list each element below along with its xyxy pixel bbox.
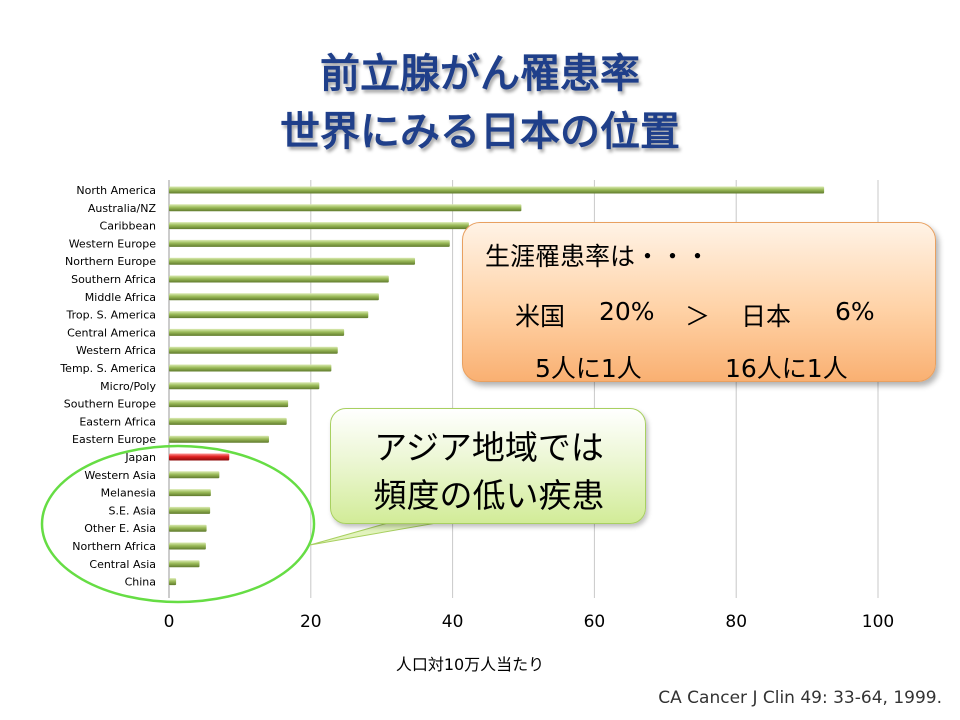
bar	[169, 364, 332, 372]
category-label: Trop. S. America	[66, 309, 156, 322]
asia-callout-line1: アジア地域では	[374, 428, 604, 467]
bar	[169, 524, 207, 532]
category-label: Northern Europe	[65, 255, 156, 268]
bar	[169, 257, 416, 265]
bar	[169, 204, 522, 212]
bar	[169, 239, 450, 247]
chart-title-line2: 世界にみる日本の位置	[280, 109, 680, 155]
x-tick-label: 40	[442, 612, 464, 632]
chart-title-line1: 前立腺がん罹患率	[320, 51, 640, 97]
bar	[169, 400, 289, 408]
bar	[169, 489, 211, 497]
category-label: Caribbean	[100, 220, 156, 233]
jp-label: 日本	[741, 302, 792, 331]
compare-symbol: ＞	[685, 302, 711, 331]
category-label: Melanesia	[101, 487, 156, 500]
x-axis-label: 人口対10万人当たり	[395, 655, 545, 674]
x-tick-label: 0	[164, 612, 175, 632]
bar	[169, 382, 320, 390]
category-label: Central Asia	[89, 558, 156, 571]
category-label: Japan	[124, 451, 156, 464]
x-tick-label: 80	[725, 612, 747, 632]
category-label: Micro/Poly	[100, 380, 156, 393]
category-label: Eastern Africa	[79, 415, 156, 428]
bar	[169, 560, 200, 568]
category-label: Temp. S. America	[59, 362, 156, 375]
bar	[169, 346, 338, 354]
bar	[169, 328, 345, 336]
bar	[169, 435, 269, 443]
category-label: S.E. Asia	[109, 504, 156, 517]
bar-highlight-japan	[169, 453, 230, 461]
bar	[169, 186, 825, 194]
bar	[169, 311, 369, 319]
category-label: Middle Africa	[85, 291, 156, 304]
bar	[169, 275, 389, 283]
category-label: Eastern Europe	[72, 433, 156, 446]
bar	[169, 471, 220, 479]
bar	[169, 417, 287, 425]
citation: CA Cancer J Clin 49: 33-64, 1999.	[658, 688, 942, 708]
category-label: North America	[76, 184, 156, 197]
us-value: 20%	[599, 297, 655, 326]
asia-highlight-ellipse	[40, 444, 316, 604]
category-label: Southern Europe	[64, 398, 156, 411]
lifetime-incidence-callout: 生涯罹患率は・・・ 米国 20% ＞ 日本 6% 5人に1人 16人に1人	[462, 222, 936, 383]
asia-callout: アジア地域では 頻度の低い疾患	[330, 408, 646, 524]
bar	[169, 578, 177, 586]
category-label: Western Africa	[76, 344, 156, 357]
jp-value: 6%	[835, 297, 875, 326]
category-label: China	[125, 576, 156, 589]
category-label: Other E. Asia	[84, 522, 156, 535]
category-label: Western Europe	[69, 237, 157, 250]
category-label: Western Asia	[84, 469, 156, 482]
x-tick-label: 100	[862, 612, 894, 632]
jp-ratio: 16人に1人	[725, 354, 848, 383]
bar	[169, 542, 206, 550]
us-label: 米国	[515, 302, 566, 331]
bar	[169, 293, 379, 301]
bar	[169, 222, 469, 230]
x-tick-label: 60	[584, 612, 606, 632]
bar	[169, 506, 211, 514]
us-ratio: 5人に1人	[535, 354, 642, 383]
x-tick-label: 20	[300, 612, 322, 632]
category-label: Southern Africa	[71, 273, 156, 286]
lifetime-incidence-heading: 生涯罹患率は・・・	[485, 242, 711, 271]
asia-callout-line2: 頻度の低い疾患	[373, 476, 605, 515]
category-label: Northern Africa	[72, 540, 156, 553]
category-label: Australia/NZ	[88, 202, 157, 215]
category-label: Central America	[67, 326, 156, 339]
asia-callout-pointer	[309, 520, 449, 546]
